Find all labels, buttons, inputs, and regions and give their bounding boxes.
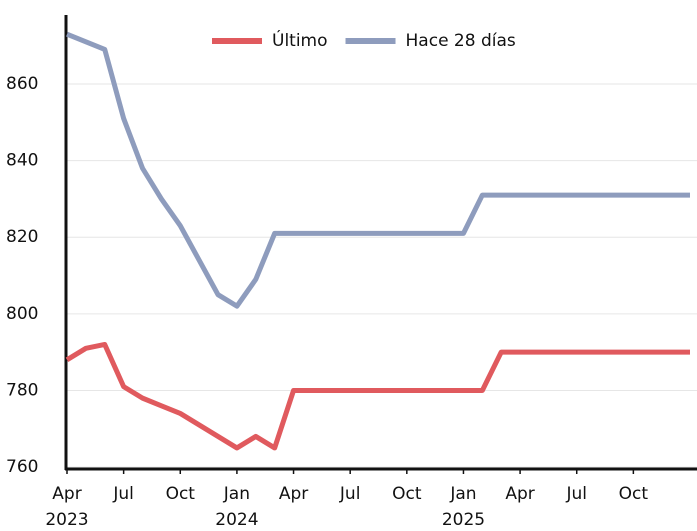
legend-label: Último	[272, 29, 328, 51]
x-tick-label: Jul	[565, 484, 587, 504]
x-tick-label: Apr	[505, 484, 534, 504]
x-tick-label: Jul	[112, 484, 134, 504]
y-tick-label: 780	[6, 380, 38, 400]
x-tick-label: Oct	[619, 484, 649, 504]
x-tick-label: Jul	[339, 484, 361, 504]
y-tick-label: 760	[6, 457, 38, 477]
series-line	[66, 31, 690, 309]
y-tick-label: 860	[6, 74, 38, 94]
x-tick-label: Jan 2025	[442, 484, 485, 527]
x-tick-label: Apr	[279, 484, 308, 504]
legend-label: Hace 28 días	[406, 31, 516, 51]
series-line	[65, 341, 690, 451]
x-tick-label: Oct	[392, 484, 422, 504]
y-tick-label: 840	[6, 151, 38, 171]
x-tick-label: Jan 2024	[215, 484, 258, 527]
y-tick-label: 820	[6, 227, 38, 247]
x-tick-label: Oct	[166, 484, 196, 504]
x-tick-label: Apr 2023	[45, 484, 88, 527]
y-tick-label: 800	[6, 304, 38, 324]
